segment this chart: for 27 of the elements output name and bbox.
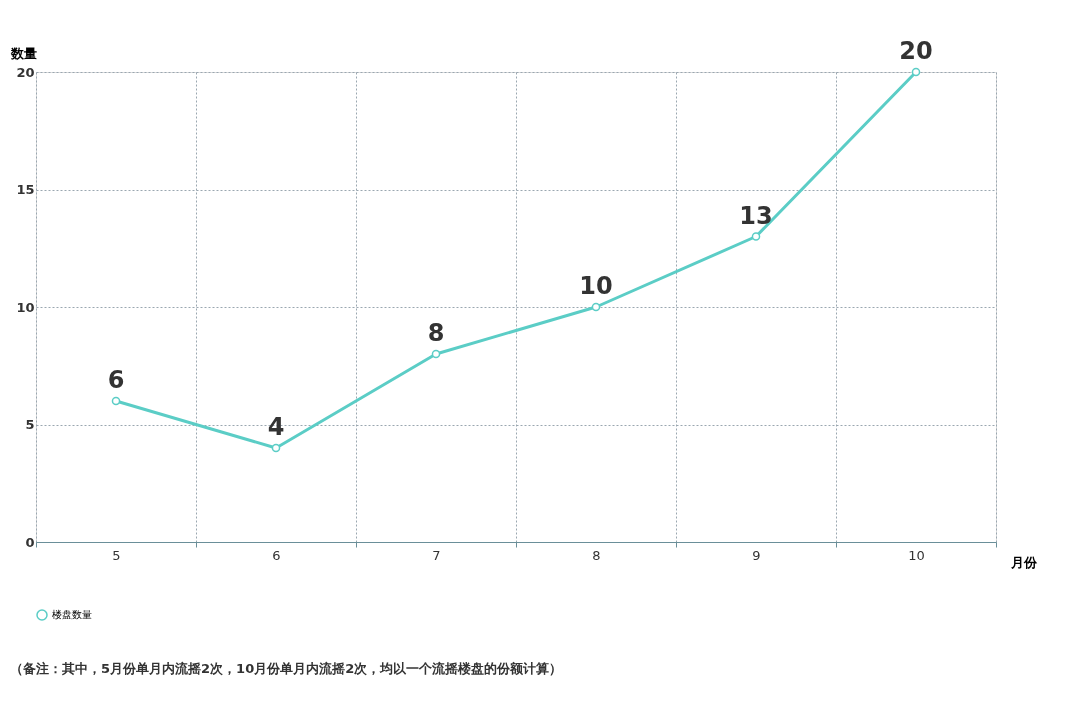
point bbox=[911, 67, 921, 77]
y-tick-label: 20 bbox=[16, 64, 35, 80]
x-tick-label: 5 bbox=[112, 547, 121, 563]
x-tick-label: 9 bbox=[752, 547, 761, 563]
y-axis-title: 数量 bbox=[9, 45, 37, 61]
y-tick-label: 0 bbox=[25, 534, 35, 550]
y-tick-label: 5 bbox=[25, 417, 35, 432]
point bbox=[431, 349, 441, 359]
x-tick-label: 8 bbox=[592, 547, 601, 563]
point bbox=[751, 232, 761, 241]
y-tick-label: 15 bbox=[16, 182, 35, 197]
legend-label: 楼盘数量 bbox=[52, 609, 92, 620]
point bbox=[271, 443, 281, 453]
x-axis-title: 月份 bbox=[1009, 554, 1038, 570]
y-tick-label: 10 bbox=[16, 299, 35, 315]
data-label: 10 bbox=[579, 272, 613, 300]
x-tick-label: 10 bbox=[908, 547, 925, 563]
data-label: 20 bbox=[899, 37, 933, 65]
data-label: 8 bbox=[427, 319, 445, 347]
text: （备注：其中，5月份单月内流摇2次，10月份单月内流摇2次，均以一个流摇楼盘的份额计算） bbox=[10, 661, 563, 676]
point bbox=[591, 302, 601, 312]
data-label: 13 bbox=[739, 201, 773, 230]
x-tick-label: 6 bbox=[272, 547, 281, 563]
point bbox=[111, 396, 121, 406]
data-label: 6 bbox=[107, 366, 125, 394]
data-label: 4 bbox=[267, 413, 285, 441]
x-tick-label: 7 bbox=[432, 547, 441, 563]
